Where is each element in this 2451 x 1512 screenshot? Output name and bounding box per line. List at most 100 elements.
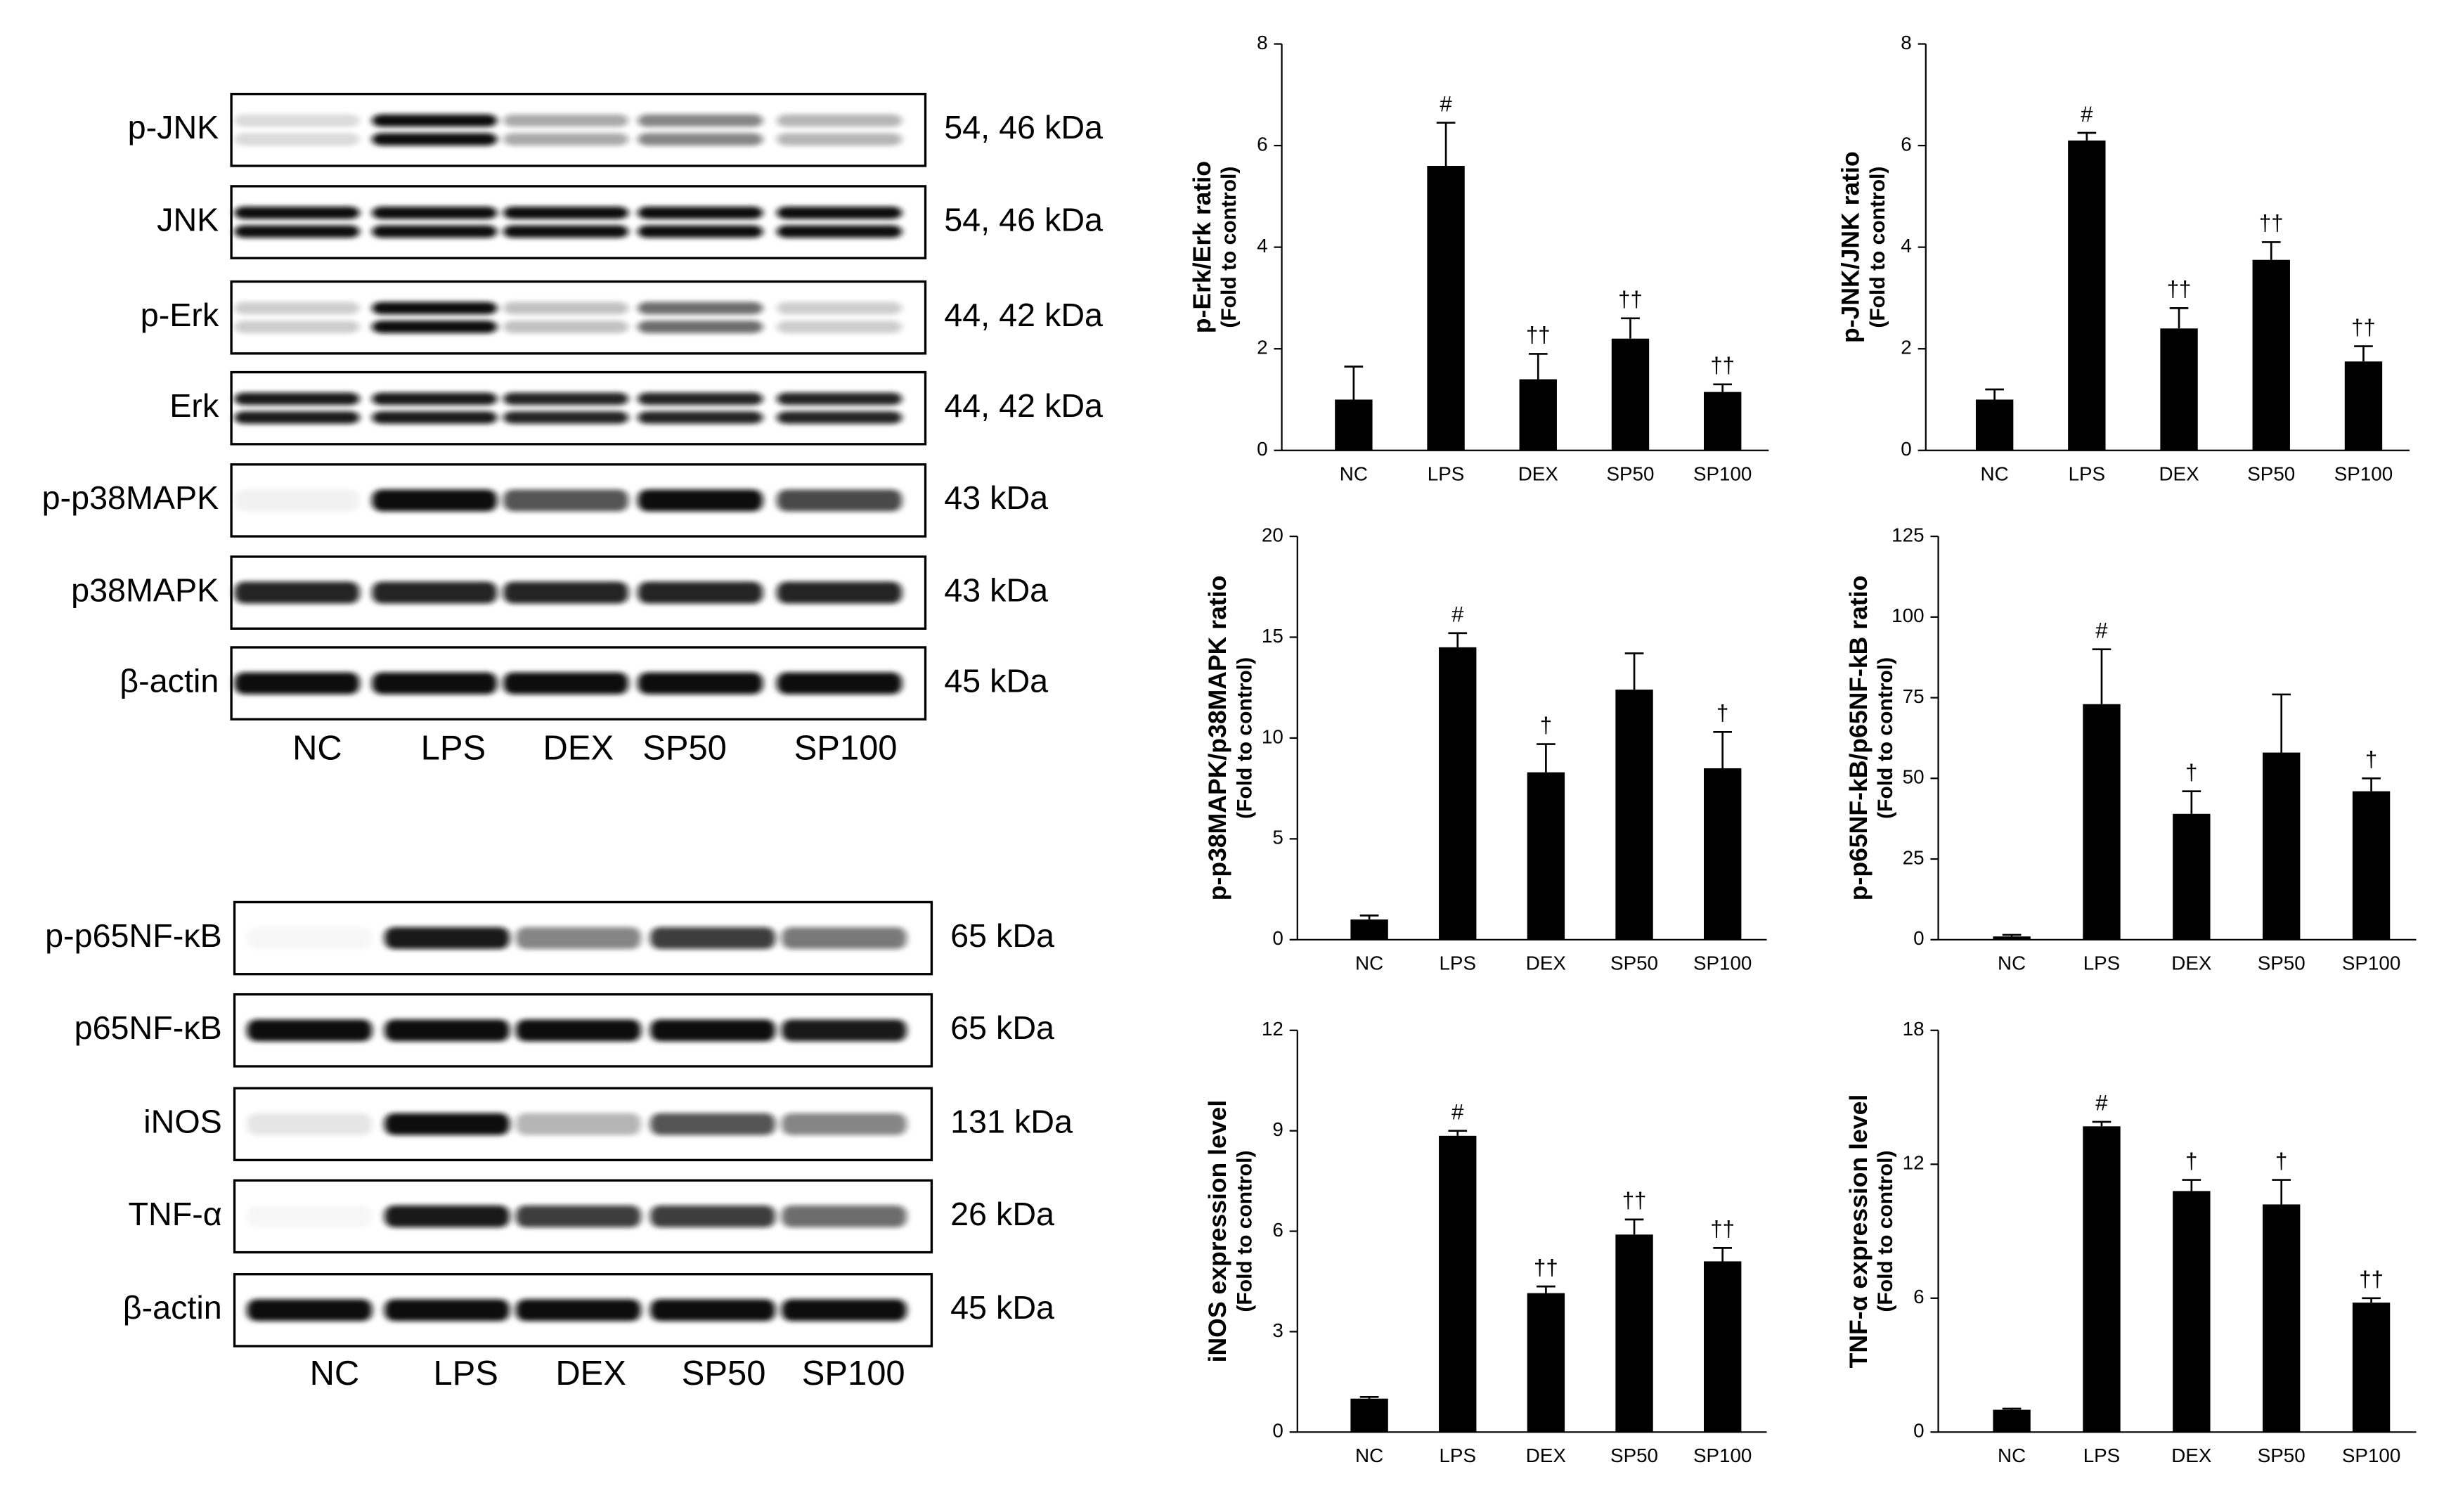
y-tick-label: 6 xyxy=(1901,133,1911,155)
x-tick-label: LPS xyxy=(1439,952,1476,974)
x-tick-label: NC xyxy=(1340,463,1368,485)
blot-band xyxy=(234,392,360,406)
blot-band xyxy=(638,206,763,219)
blot-band xyxy=(777,206,903,219)
bar xyxy=(1993,1409,2031,1433)
y-tick-label: 100 xyxy=(1891,605,1924,626)
lane-label: DEX xyxy=(555,1355,626,1393)
blot-label: iNOS xyxy=(143,1104,222,1140)
blot-band xyxy=(503,321,628,333)
annotation: † xyxy=(1716,701,1728,725)
blot-band xyxy=(515,1019,641,1042)
blot-band xyxy=(503,133,628,146)
y-tick-label: 25 xyxy=(1903,846,1925,868)
blot-band xyxy=(372,206,498,219)
blot-box xyxy=(230,370,927,446)
bar xyxy=(1427,165,1465,451)
y-tick-label: 8 xyxy=(1901,32,1911,53)
blot-band xyxy=(234,206,360,219)
blot-band xyxy=(515,1205,641,1227)
y-tick-label: 75 xyxy=(1903,685,1925,707)
bar xyxy=(2252,259,2290,451)
bar xyxy=(1615,690,1653,940)
blot-band xyxy=(777,581,903,604)
blot-band xyxy=(372,321,498,333)
blot-band xyxy=(247,1019,373,1042)
blot-band xyxy=(247,927,372,949)
blot-band xyxy=(777,114,903,127)
blot-band xyxy=(638,581,763,604)
blot-box xyxy=(230,93,927,167)
blot-band xyxy=(372,581,498,604)
blot-size: 54, 46 kDa xyxy=(944,201,1103,238)
x-tick-label: SP100 xyxy=(2334,463,2393,485)
blot-band xyxy=(503,114,628,127)
x-tick-label: NC xyxy=(1981,463,2009,485)
y-tick-label: 4 xyxy=(1901,235,1911,257)
blot-band xyxy=(503,581,628,604)
x-tick-label: SP50 xyxy=(1610,1445,1658,1466)
y-axis-label: p-JNK/JNK ratio xyxy=(1837,151,1865,343)
annotation: † xyxy=(2185,760,2197,784)
blot-size: 131 kDa xyxy=(950,1104,1073,1140)
annotation: †† xyxy=(1526,323,1551,347)
x-tick-label: LPS xyxy=(1428,463,1465,485)
y-tick-label: 0 xyxy=(1257,438,1267,460)
blot-band xyxy=(638,672,763,694)
blot-band xyxy=(247,1206,372,1227)
bar xyxy=(2173,1191,2211,1433)
blot-size: 65 kDa xyxy=(950,1009,1054,1046)
bar xyxy=(2173,813,2211,940)
bar xyxy=(1703,768,1742,940)
y-axis-label: iNOS expression level xyxy=(1203,1100,1231,1363)
blot-size: 44, 42 kDa xyxy=(944,387,1103,424)
y-axis-label: p-Erk/Erk ratio xyxy=(1188,161,1216,333)
bar xyxy=(1439,647,1477,940)
x-tick-label: NC xyxy=(1998,952,2026,974)
annotation: †† xyxy=(2351,315,2376,340)
x-tick-label: SP100 xyxy=(2342,1445,2400,1466)
blot-band xyxy=(234,302,360,315)
y-tick-label: 3 xyxy=(1272,1319,1283,1341)
blot-box xyxy=(230,280,927,355)
annotation: # xyxy=(1451,602,1464,627)
x-tick-label: DEX xyxy=(1518,463,1558,485)
blot-size: 43 kDa xyxy=(944,479,1048,516)
lane-label: SP100 xyxy=(802,1355,905,1393)
lane-label: SP50 xyxy=(682,1355,766,1393)
x-tick-label: SP50 xyxy=(1606,463,1654,485)
x-tick-label: NC xyxy=(1355,952,1383,974)
blot-label: p-p65NF-κB xyxy=(45,917,222,954)
lane-label: SP100 xyxy=(794,730,898,768)
y-tick-label: 8 xyxy=(1257,32,1267,53)
y-tick-label: 9 xyxy=(1272,1118,1283,1140)
blot-label: p-JNK xyxy=(128,109,219,146)
y-tick-label: 125 xyxy=(1891,524,1924,545)
blot-band xyxy=(638,225,763,238)
y-tick-label: 6 xyxy=(1257,133,1267,155)
y-tick-label: 5 xyxy=(1272,827,1283,848)
blot-band xyxy=(372,489,498,512)
y-axis-label-note: (Fold to control) xyxy=(1866,167,1889,328)
lane-label: LPS xyxy=(433,1355,498,1393)
lane-label: NC xyxy=(310,1355,360,1393)
annotation: †† xyxy=(2359,1267,2384,1292)
annotation: # xyxy=(2095,618,2108,642)
blot-band xyxy=(781,1113,907,1135)
blot-band xyxy=(650,1113,776,1135)
blot-band xyxy=(372,411,498,424)
blot-label: p38MAPK xyxy=(71,571,219,608)
bar xyxy=(2068,140,2106,451)
blot-size: 54, 46 kDa xyxy=(944,109,1103,146)
y-tick-label: 0 xyxy=(1272,1420,1283,1442)
blot-band xyxy=(638,321,763,333)
annotation: # xyxy=(1451,1099,1464,1124)
blot-band xyxy=(503,489,628,512)
y-tick-label: 0 xyxy=(1913,1420,1924,1442)
blot-band xyxy=(781,927,907,950)
x-tick-label: LPS xyxy=(2083,1445,2121,1466)
blot-band xyxy=(638,411,763,424)
blot-band xyxy=(503,672,628,694)
blot-band xyxy=(515,1299,641,1322)
